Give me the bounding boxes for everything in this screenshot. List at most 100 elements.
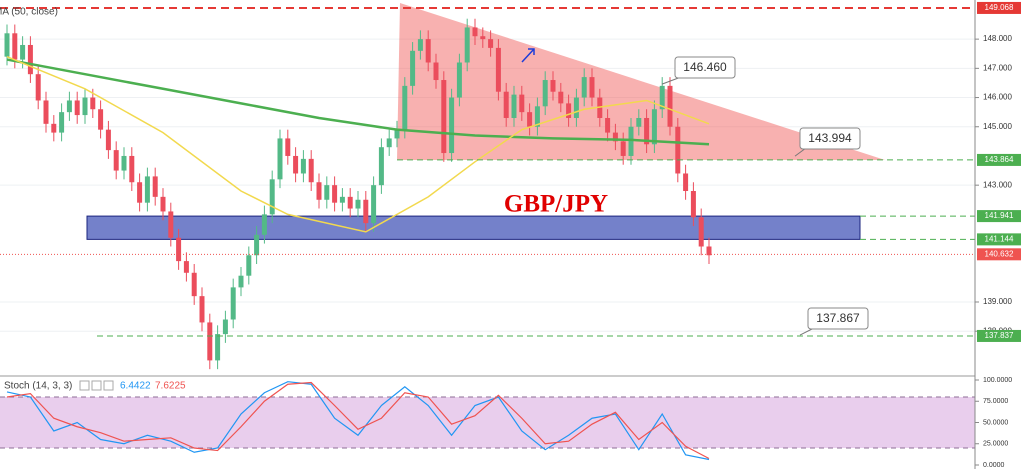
zone: [86, 215, 861, 240]
candle-body: [488, 39, 494, 48]
level-label: 143.864: [985, 155, 1014, 164]
candle-body: [558, 91, 564, 104]
candle-body: [425, 39, 431, 63]
candle-body: [324, 185, 330, 200]
candle-body: [503, 91, 509, 118]
level-label-bg: [977, 233, 1021, 246]
callout-box: [799, 127, 861, 150]
candle-body: [215, 334, 221, 361]
candle-body: [683, 173, 689, 192]
candle-body: [449, 97, 455, 154]
candle-body: [394, 129, 400, 139]
candle-body: [207, 322, 213, 361]
icon: [79, 380, 90, 391]
candle-body: [230, 287, 236, 320]
trend-arrow: [521, 48, 535, 63]
candle-body: [35, 74, 41, 101]
candle-body: [495, 47, 501, 92]
stoch-title: Stoch (14, 3, 3): [4, 381, 72, 392]
candle-body: [433, 62, 439, 81]
y-tick-label: 139.000: [983, 297, 1012, 306]
candle-body: [464, 27, 470, 63]
candle-body: [121, 155, 127, 171]
candle-body: [332, 185, 338, 203]
y-tick-label: 148.000: [983, 34, 1012, 43]
candle-body: [191, 272, 197, 297]
candle-body: [183, 261, 189, 273]
callout-box: [674, 56, 736, 79]
callout-label: 137.867: [816, 311, 860, 325]
level-label-bg: [977, 153, 1021, 166]
candle-body: [254, 234, 260, 256]
candle-body: [589, 77, 595, 98]
candle-body: [339, 196, 345, 203]
candle-body: [612, 132, 618, 142]
candle-body: [113, 150, 119, 171]
candle-body: [527, 112, 533, 127]
candle-body: [542, 80, 548, 107]
candle-body: [82, 97, 88, 116]
grid: [0, 38, 975, 332]
candle-body: [581, 77, 587, 98]
candle-body: [20, 44, 26, 60]
level-label-bg: [977, 1, 1021, 14]
candle-body: [12, 33, 18, 60]
candle-body: [605, 117, 611, 133]
candle-body: [144, 176, 150, 203]
price-axis: 148.000 147.000 146.000 145.000 143.000 139.0…: [975, 1, 1021, 469]
candle-body: [277, 138, 283, 180]
candle-body: [472, 27, 478, 37]
candle-body: [402, 85, 408, 130]
y-tick-label: 25.0000: [983, 441, 1008, 448]
level-label-bg: [977, 210, 1021, 223]
candle-body: [176, 237, 182, 262]
candle-body: [644, 117, 650, 145]
candle-body: [293, 155, 299, 174]
callout-label: 143.994: [808, 131, 852, 145]
candle-body: [300, 158, 306, 174]
y-tick-label: 145.000: [983, 122, 1012, 131]
stoch-k-value: 6.4422: [120, 381, 151, 392]
callout-label: 146.460: [683, 60, 727, 74]
stoch-pane: [0, 381, 975, 461]
candle-body: [706, 246, 712, 256]
y-tick-label: 143.000: [983, 180, 1012, 189]
y-tick-label: 0.0000: [983, 462, 1005, 469]
candle-body: [675, 126, 681, 174]
candle-body: [441, 80, 447, 154]
candle-body: [238, 275, 244, 288]
candle-body: [51, 123, 57, 133]
candle-body: [659, 85, 665, 110]
candle-body: [667, 85, 673, 127]
candle-body: [651, 109, 657, 145]
candle-body: [66, 100, 72, 113]
candle-body: [417, 39, 423, 51]
candle-body: [199, 296, 205, 323]
candle-body: [4, 33, 10, 57]
level-label: 137.837: [985, 331, 1014, 340]
price-pane: 146.460 143.994 137.867: [0, 6, 975, 370]
candle-body: [129, 155, 135, 183]
candle-body: [355, 199, 361, 209]
y-tick-label: 100.0000: [983, 377, 1012, 384]
candle-body: [105, 129, 111, 151]
candle-body: [410, 50, 416, 86]
candle-body: [27, 44, 33, 75]
candle-body: [59, 112, 65, 133]
y-tick-label: 75.0000: [983, 398, 1008, 405]
callout-box: [807, 307, 869, 330]
candle-body: [261, 214, 267, 235]
candle-body: [363, 199, 369, 224]
level-label: 140.632: [985, 249, 1014, 258]
trend-arrow-head: [528, 48, 535, 55]
level-label: 141.144: [985, 234, 1014, 243]
icon: [103, 380, 114, 391]
stoch-line: [6, 381, 710, 461]
level-label-bg: [977, 248, 1021, 261]
y-tick-label: 146.000: [983, 93, 1012, 102]
support-zone: [86, 215, 861, 240]
candle-body: [347, 196, 353, 209]
candle-body: [698, 217, 704, 247]
level-label-bg: [977, 329, 1021, 342]
